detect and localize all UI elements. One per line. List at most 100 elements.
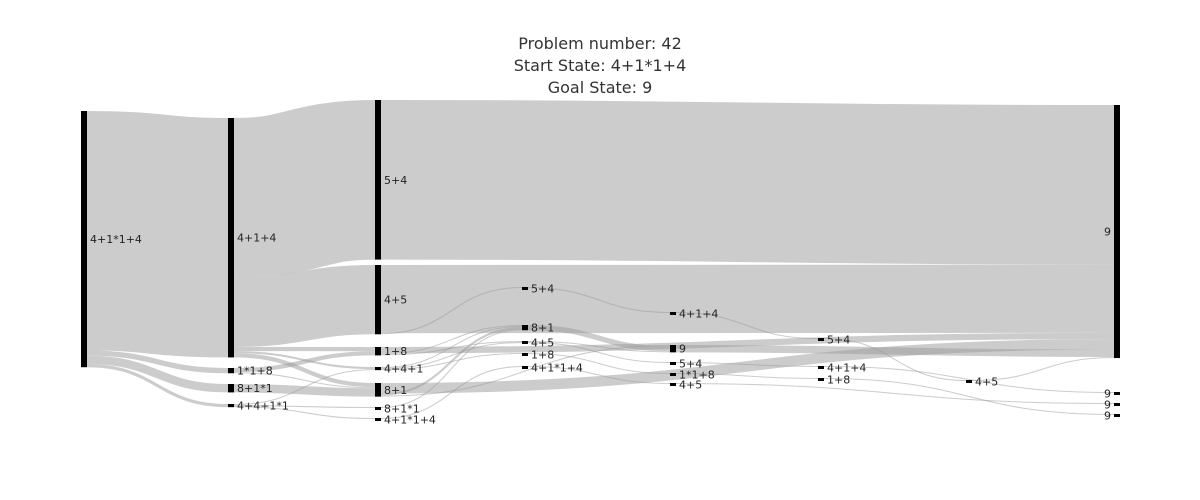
link-n4-n10[interactable] xyxy=(233,405,376,409)
node-label-n10: 8+1*1 xyxy=(384,403,420,416)
node-n13[interactable] xyxy=(522,325,528,331)
node-label-n23: 4+1+4 xyxy=(827,362,866,375)
node-n9[interactable] xyxy=(375,383,381,397)
node-label-n12: 5+4 xyxy=(531,283,554,296)
link-n0-n3[interactable] xyxy=(86,355,229,393)
node-n15[interactable] xyxy=(522,353,528,356)
link-n23-n26[interactable] xyxy=(823,366,1115,394)
link-n0-n4[interactable] xyxy=(86,364,229,408)
node-n27[interactable] xyxy=(1114,403,1120,406)
node-n3[interactable] xyxy=(228,384,234,393)
link-n5-n29[interactable] xyxy=(380,100,1115,265)
link-n19-n23[interactable] xyxy=(675,362,819,368)
link-n1-n6[interactable] xyxy=(233,265,376,347)
node-n10[interactable] xyxy=(375,407,381,410)
link-n13-n18[interactable] xyxy=(527,325,671,352)
node-n0[interactable] xyxy=(81,111,87,368)
node-label-n18: 9 xyxy=(679,343,686,356)
link-n6-n12[interactable] xyxy=(380,287,523,335)
node-n4[interactable] xyxy=(228,404,234,408)
link-n24-n28[interactable] xyxy=(823,378,1115,416)
node-n7[interactable] xyxy=(375,347,381,356)
sankey-links xyxy=(86,100,1115,420)
node-label-n6: 4+5 xyxy=(384,294,407,307)
node-n26[interactable] xyxy=(1114,392,1120,395)
link-n14-n19[interactable] xyxy=(527,342,671,364)
node-label-n19: 5+4 xyxy=(679,358,702,371)
link-n17-n22[interactable] xyxy=(675,312,819,340)
sankey-labels: 4+1*1+4 4+1+41*1+88+1*14+4+1*15+44+51+84+… xyxy=(90,174,1111,427)
link-n1-n5[interactable] xyxy=(232,100,377,278)
node-n6[interactable] xyxy=(375,265,381,335)
node-label-n26: 9 xyxy=(1104,388,1111,401)
node-label-n9: 8+1 xyxy=(384,384,407,397)
node-label-n28: 9 xyxy=(1104,410,1111,423)
node-label-n1: 4+1+4 xyxy=(237,232,276,245)
link-n18-n29[interactable] xyxy=(675,345,1115,357)
link-n9-n18[interactable] xyxy=(380,345,671,397)
node-n2[interactable] xyxy=(228,368,234,374)
node-label-n13: 8+1 xyxy=(531,322,554,335)
link-n3-n9[interactable] xyxy=(233,384,376,397)
node-n17[interactable] xyxy=(670,312,676,315)
node-n14[interactable] xyxy=(522,341,528,344)
node-label-n24: 1+8 xyxy=(827,374,850,387)
node-label-n7: 1+8 xyxy=(384,345,407,358)
node-n19[interactable] xyxy=(670,362,676,365)
link-n7-n29[interactable] xyxy=(380,332,1115,354)
node-n21[interactable] xyxy=(670,383,676,386)
node-n11[interactable] xyxy=(375,418,381,421)
node-label-n17: 4+1+4 xyxy=(679,308,718,321)
link-n11-n16[interactable] xyxy=(380,366,523,420)
node-label-n14: 4+5 xyxy=(531,337,554,350)
link-n9-n29[interactable] xyxy=(380,339,1115,394)
node-label-n16: 4+1*1+4 xyxy=(531,362,583,375)
link-n7-n13[interactable] xyxy=(380,325,523,355)
node-n28[interactable] xyxy=(1114,414,1120,417)
node-n20[interactable] xyxy=(670,373,676,376)
link-n2-n9[interactable] xyxy=(233,372,376,389)
node-n24[interactable] xyxy=(818,378,824,381)
link-n4-n11[interactable] xyxy=(233,406,376,420)
node-n23[interactable] xyxy=(818,366,824,369)
link-n4-n8[interactable] xyxy=(233,369,376,406)
node-n8[interactable] xyxy=(375,367,381,371)
link-n7-n14[interactable] xyxy=(380,341,523,356)
node-n1[interactable] xyxy=(228,118,234,358)
link-n15-n20[interactable] xyxy=(527,353,671,375)
link-n0-n1[interactable] xyxy=(86,111,229,358)
title-start-state: Start State: 4+1*1+4 xyxy=(513,56,687,75)
node-n5[interactable] xyxy=(375,100,381,260)
link-n1-n9[interactable] xyxy=(233,353,376,388)
node-n29[interactable] xyxy=(1114,105,1120,359)
node-label-n25: 4+5 xyxy=(975,376,998,389)
node-n22[interactable] xyxy=(818,338,824,341)
link-n21-n27[interactable] xyxy=(675,383,1115,405)
node-label-n27: 9 xyxy=(1104,399,1111,412)
link-n2-n7[interactable] xyxy=(233,351,376,373)
link-n0-n2[interactable] xyxy=(86,350,229,374)
link-n8-n14[interactable] xyxy=(380,342,523,370)
title-goal-state: Goal State: 9 xyxy=(547,78,653,97)
node-label-n0: 4+1*1+4 xyxy=(90,233,142,246)
link-n9-n13[interactable] xyxy=(380,327,523,396)
node-n16[interactable] xyxy=(522,366,528,369)
node-label-n29: 9 xyxy=(1104,226,1111,239)
node-label-n3: 8+1*1 xyxy=(237,382,273,395)
node-n18[interactable] xyxy=(670,345,676,353)
node-label-n22: 5+4 xyxy=(827,334,850,347)
link-n20-n24[interactable] xyxy=(675,373,819,380)
link-n25-n29[interactable] xyxy=(971,357,1115,382)
node-n25[interactable] xyxy=(966,380,972,383)
node-label-n11: 4+1*1+4 xyxy=(384,414,436,427)
link-n10-n13[interactable] xyxy=(380,329,523,409)
link-n16-n21[interactable] xyxy=(527,366,671,385)
link-n14-n18[interactable] xyxy=(527,341,671,353)
node-label-n2: 1*1+8 xyxy=(237,365,273,378)
link-n22-n25[interactable] xyxy=(823,338,967,382)
node-label-n5: 5+4 xyxy=(384,174,407,187)
node-n12[interactable] xyxy=(522,287,528,290)
link-n12-n17[interactable] xyxy=(527,287,671,314)
link-n8-n13[interactable] xyxy=(380,326,523,369)
